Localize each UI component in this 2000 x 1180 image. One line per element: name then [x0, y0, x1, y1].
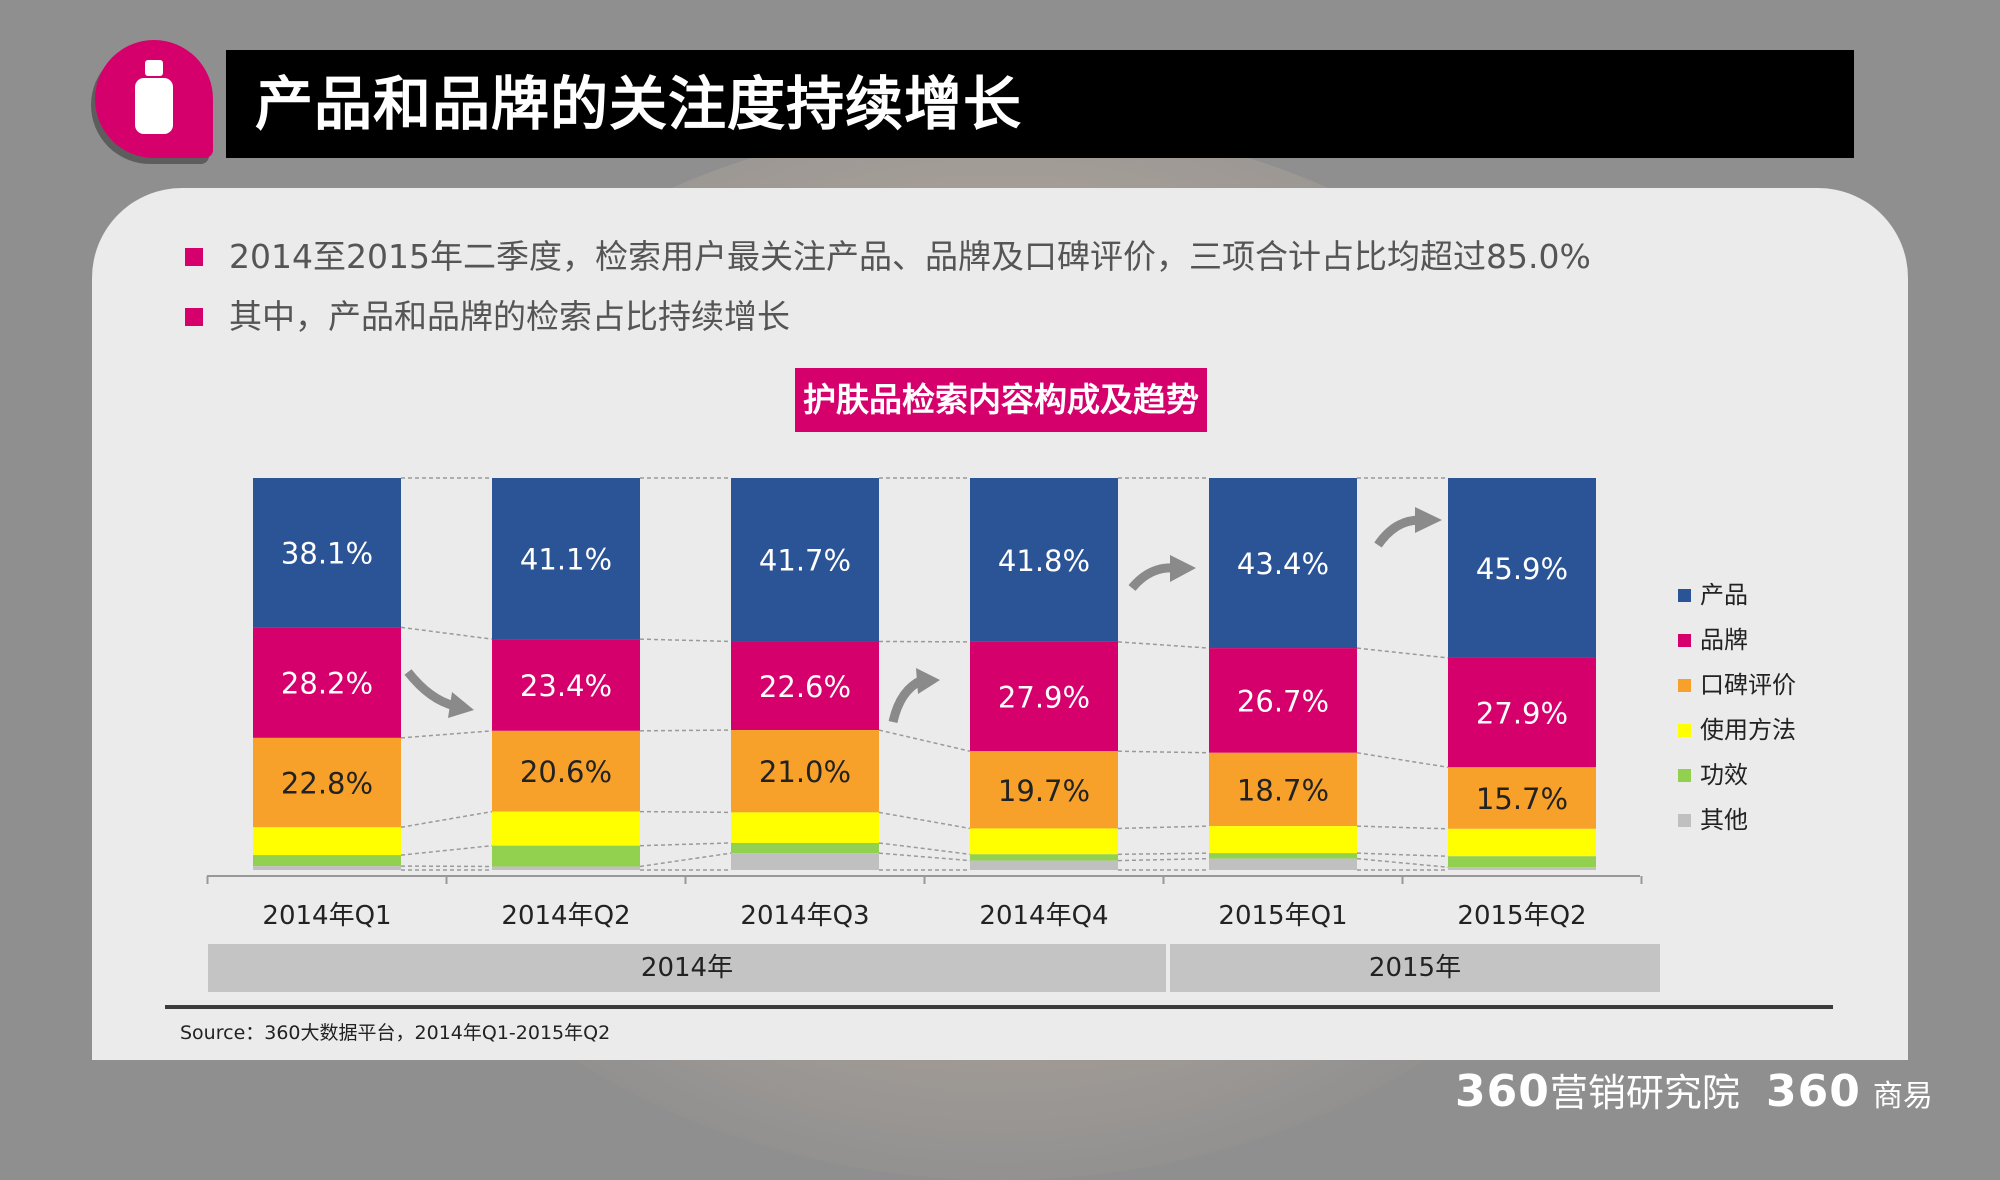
legend-label: 口碑评价: [1700, 668, 1796, 702]
brand-number: 360: [1455, 1066, 1550, 1117]
bar-segment-usage: [492, 812, 640, 846]
connector-line: [1357, 826, 1448, 829]
partner-name: 商易: [1873, 1079, 1933, 1114]
year-band-2015: 2015年: [1170, 944, 1660, 992]
data-label: 22.6%: [759, 670, 851, 704]
connector-line: [640, 843, 731, 846]
data-label: 18.7%: [1237, 773, 1329, 807]
connector-line: [1118, 751, 1209, 753]
x-tick-label: 2014年Q3: [740, 901, 869, 931]
bar-segment-other: [970, 861, 1118, 870]
year-band-2014: 2014年: [208, 944, 1166, 992]
data-label: 19.7%: [998, 774, 1090, 808]
connector-line: [640, 730, 731, 731]
connector-line: [401, 731, 492, 738]
legend-swatch: [1678, 634, 1691, 647]
connector-line: [401, 812, 492, 828]
connector-line: [1118, 859, 1209, 861]
legend-swatch: [1678, 814, 1691, 827]
footer-brand: 360营销研究院 360 商易: [1455, 1066, 1933, 1118]
legend-label: 品牌: [1700, 623, 1748, 657]
legend-label: 功效: [1700, 758, 1748, 792]
connector-line: [401, 846, 492, 855]
x-tick-label: 2015年Q1: [1218, 901, 1347, 931]
x-tick-label: 2015年Q2: [1457, 901, 1586, 931]
connector-line: [879, 812, 970, 828]
data-label: 23.4%: [520, 669, 612, 703]
legend-label: 使用方法: [1700, 713, 1796, 747]
connector-line: [1118, 642, 1209, 648]
bar-segment-effect: [253, 855, 401, 866]
source-note: Source：360大数据平台，2014年Q1-2015年Q2: [180, 1018, 610, 1045]
bar-segment-other: [731, 853, 879, 870]
connector-line: [1357, 853, 1448, 856]
legend-swatch: [1678, 724, 1691, 737]
data-label: 41.7%: [759, 544, 851, 578]
bar-segment-effect: [970, 854, 1118, 860]
bar-segment-other: [1209, 859, 1357, 870]
source-divider: [165, 1005, 1833, 1009]
bar-segment-other: [1448, 867, 1596, 870]
partner-number: 360: [1766, 1066, 1861, 1117]
data-label: 20.6%: [520, 755, 612, 789]
data-label: 41.1%: [520, 543, 612, 577]
legend-swatch: [1678, 589, 1691, 602]
connector-line: [879, 730, 970, 751]
bar-segment-usage: [253, 827, 401, 855]
connector-line: [640, 639, 731, 641]
legend-label: 其他: [1700, 803, 1748, 837]
trend-arrow-icon: [1132, 568, 1175, 588]
x-axis-ticks: [208, 876, 1642, 884]
bar-segment-usage: [1448, 829, 1596, 856]
bar-segment-effect: [492, 846, 640, 867]
data-label: 27.9%: [998, 681, 1090, 715]
bar-segment-usage: [1209, 826, 1357, 853]
bar-segment-usage: [970, 828, 1118, 854]
data-label: 41.8%: [998, 544, 1090, 578]
x-tick-label: 2014年Q1: [262, 901, 391, 931]
legend-label: 产品: [1700, 578, 1748, 612]
connector-line: [1118, 853, 1209, 854]
bar-segment-effect: [731, 843, 879, 853]
x-axis-labels: 2014年Q1 2014年Q2 2014年Q3 2014年Q4 2015年Q1 2015年…: [262, 901, 1586, 931]
connector-line: [879, 843, 970, 854]
data-label: 22.8%: [281, 767, 373, 801]
bar-segment-effect: [1209, 853, 1357, 858]
trend-arrow-head-icon: [916, 668, 940, 694]
trend-arrow-head-icon: [1415, 507, 1442, 533]
data-label: 21.0%: [759, 755, 851, 789]
legend-swatch: [1678, 769, 1691, 782]
trend-arrow-icon: [1378, 520, 1420, 545]
bar-segment-effect: [1448, 856, 1596, 867]
connector-line: [1357, 859, 1448, 868]
connector-line: [1118, 826, 1209, 828]
x-tick-label: 2014年Q4: [979, 901, 1108, 931]
legend-swatch: [1678, 679, 1691, 692]
bar-segment-other: [492, 866, 640, 870]
connector-line: [1357, 753, 1448, 768]
connector-line: [640, 812, 731, 813]
bar-segment-other: [253, 866, 401, 870]
data-label: 15.7%: [1476, 782, 1568, 816]
connector-line: [640, 853, 731, 866]
data-label: 43.4%: [1237, 547, 1329, 581]
data-label: 45.9%: [1476, 552, 1568, 586]
connector-line: [1357, 648, 1448, 658]
data-label: 38.1%: [281, 537, 373, 571]
brand-name: 营销研究院: [1550, 1071, 1740, 1115]
trend-arrow-icon: [408, 672, 455, 706]
trend-arrow-head-icon: [1170, 555, 1196, 582]
connector-line: [879, 853, 970, 860]
connector-line: [401, 627, 492, 639]
data-label: 26.7%: [1237, 684, 1329, 718]
data-label: 28.2%: [281, 667, 373, 701]
x-tick-label: 2014年Q2: [501, 901, 630, 931]
trend-arrow-head-icon: [448, 692, 474, 718]
data-label: 27.9%: [1476, 697, 1568, 731]
bar-segment-usage: [731, 812, 879, 843]
